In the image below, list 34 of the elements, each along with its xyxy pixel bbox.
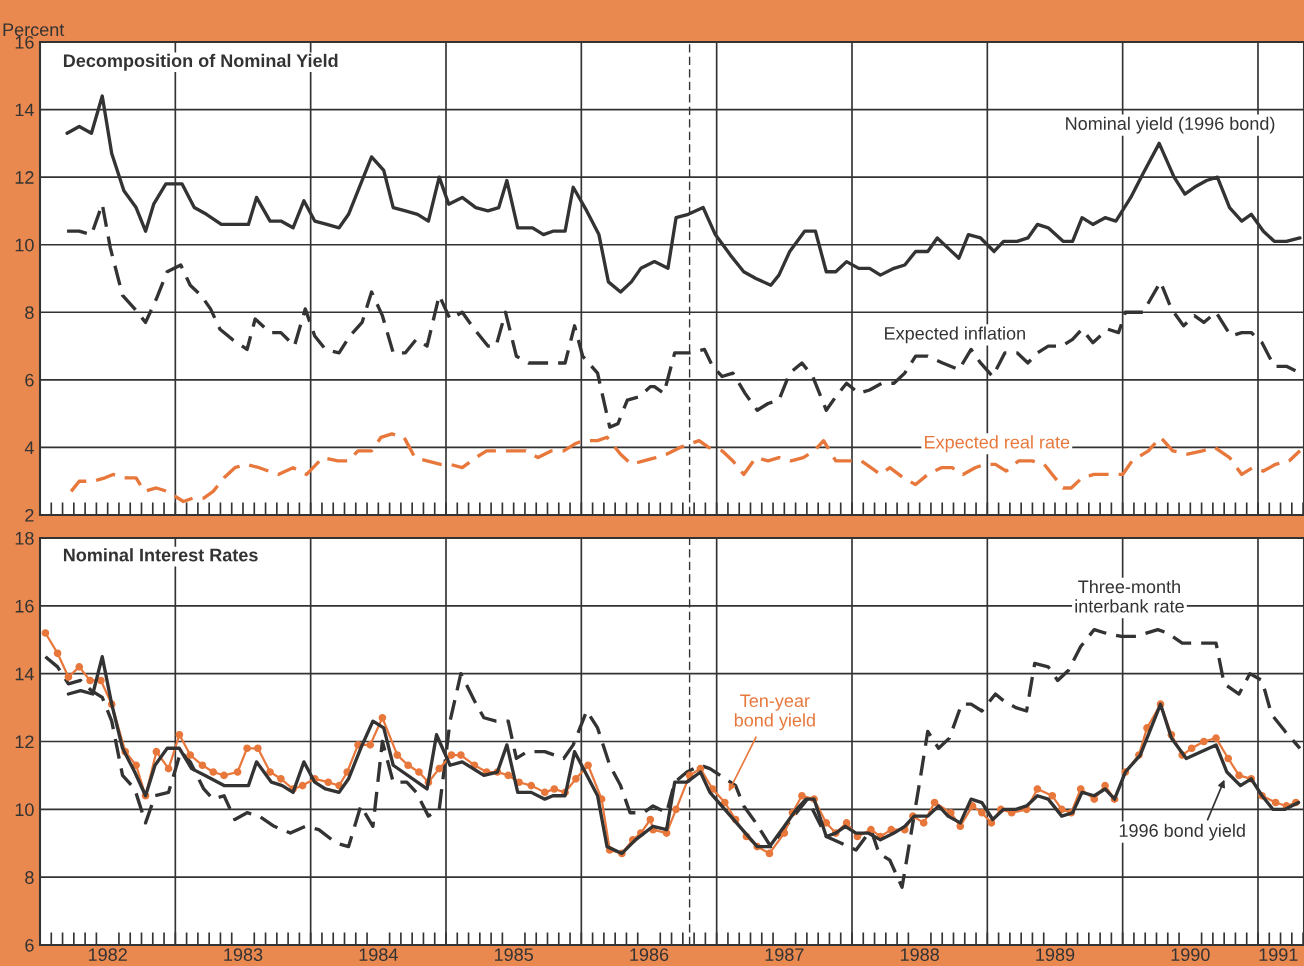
y-tick-label: 2 [25, 508, 34, 522]
x-tick-label: 1986 [630, 948, 669, 962]
x-tick-label: 1982 [88, 948, 127, 962]
y-tick-label: 8 [25, 871, 34, 884]
y-tick-label: 14 [15, 667, 34, 681]
x-tick-label: 1988 [900, 948, 939, 962]
y-tick-label: 10 [15, 238, 34, 252]
y-tick-label: 16 [15, 599, 34, 613]
y-axis-title: Percent [3, 23, 65, 37]
x-tick-label: 1984 [359, 948, 398, 962]
x-tick-label: 1990 [1171, 948, 1210, 962]
y-tick-label: 12 [15, 735, 34, 749]
y-tick-label: 6 [25, 373, 34, 387]
y-tick-label: 14 [15, 103, 34, 117]
y-tick-label: 6 [25, 938, 34, 952]
y-tick-label: 4 [24, 441, 34, 454]
x-tick-label: 1983 [224, 948, 263, 962]
series-label: Three-month interbank rate [1075, 579, 1184, 613]
text: Ten-year bond yield [734, 694, 815, 731]
y-tick-label: 18 [15, 531, 34, 545]
y-tick-label: 12 [15, 171, 34, 184]
y-tick-label: 16 [15, 35, 34, 49]
x-tick-label: 1987 [765, 948, 804, 962]
y-tick-label: 8 [25, 306, 34, 320]
y-tick-label: 10 [15, 803, 34, 817]
series-label: Nominal yield (1996 bond) [1066, 116, 1275, 134]
x-tick-label: 1985 [494, 948, 533, 962]
series-label: Expected real rate [925, 435, 1070, 453]
x-tick-label: 1989 [1036, 948, 1075, 962]
x-tick-label: 1991 [1259, 948, 1298, 962]
legend-label: 1996 bond yield [1119, 823, 1245, 841]
chart-title: Nominal Interest Rates [63, 548, 258, 562]
text: Decomposition of Nominal Yield [63, 53, 338, 71]
series-label: Expected inflation [885, 326, 1025, 344]
